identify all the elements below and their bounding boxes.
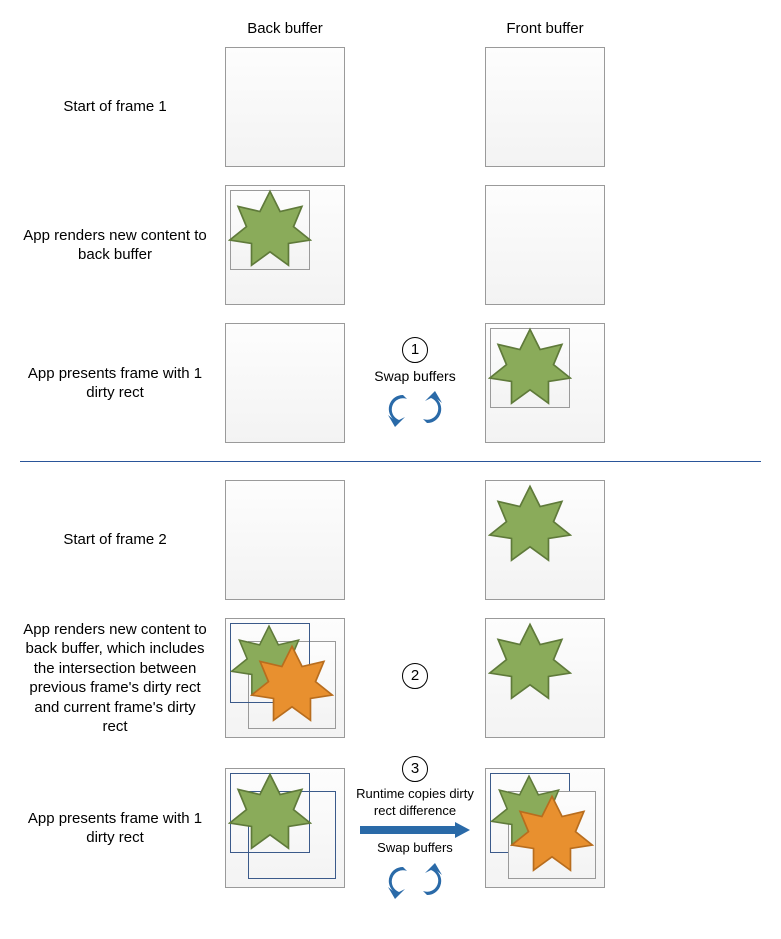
label-f1-present: App presents frame with 1 dirty rect [20,364,220,403]
star-icon [250,643,334,727]
row-f1-render: App renders new content to back buffer [20,185,761,305]
star-icon [488,326,572,410]
frame-divider [20,461,761,462]
label-f2-render: App renders new content to back buffer, … [20,620,220,737]
swap-annotation: 1 Swap buffers [350,337,480,429]
back-buffer-box [225,618,345,738]
front-buffer-box [485,768,605,888]
star-icon [228,188,312,272]
back-buffer-box [225,480,345,600]
label-f1-start: Start of frame 1 [20,97,220,117]
swap-label: Swap buffers [374,367,455,385]
swap-arrows-icon [385,861,445,901]
row-f2-present: App presents frame with 1 dirty rect 3 R… [20,756,761,901]
front-buffer-header: Front buffer [480,20,610,37]
label-f2-start: Start of frame 2 [20,530,220,550]
label-f1-render: App renders new content to back buffer [20,226,220,265]
back-buffer-box [225,47,345,167]
front-buffer-box [485,185,605,305]
row-f1-present: App presents frame with 1 dirty rect 1 S… [20,323,761,443]
star-icon [228,771,312,855]
row-f1-start: Start of frame 1 [20,47,761,167]
back-buffer-box [225,185,345,305]
back-buffer-header: Back buffer [220,20,350,37]
front-buffer-box [485,323,605,443]
star-icon [510,793,594,877]
step-2-annotation: 2 [350,663,480,693]
runtime-copy-label: Runtime copies dirty rect difference [350,786,480,820]
label-f2-present: App presents frame with 1 dirty rect [20,809,220,848]
arrow-right-icon [360,822,470,838]
swap-arrows-icon [385,389,445,429]
star-icon [488,621,572,705]
back-buffer-box [225,323,345,443]
star-icon [488,483,572,567]
step-number-2: 2 [402,663,428,689]
column-headers: Back buffer Front buffer [20,20,761,37]
buffer-swap-diagram: Back buffer Front buffer Start of frame … [20,20,761,901]
step-3-annotation: 3 Runtime copies dirty rect difference S… [350,756,480,901]
front-buffer-box [485,618,605,738]
row-f2-render: App renders new content to back buffer, … [20,618,761,738]
swap-label: Swap buffers [377,840,453,857]
front-buffer-box [485,480,605,600]
front-buffer-box [485,47,605,167]
step-number-3: 3 [402,756,428,782]
step-number-1: 1 [402,337,428,363]
row-f2-start: Start of frame 2 [20,480,761,600]
back-buffer-box [225,768,345,888]
